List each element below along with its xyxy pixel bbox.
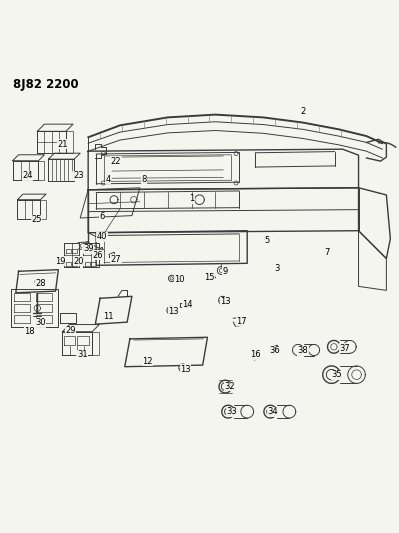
- Text: 15: 15: [204, 273, 215, 282]
- Text: 14: 14: [182, 300, 193, 309]
- Text: 25: 25: [31, 215, 42, 224]
- Text: 37: 37: [339, 343, 350, 352]
- Text: 34: 34: [268, 407, 279, 416]
- Text: 39: 39: [83, 244, 93, 253]
- Text: 38: 38: [298, 346, 308, 356]
- Text: 3: 3: [275, 264, 280, 273]
- Text: 40: 40: [97, 232, 107, 241]
- Text: 35: 35: [331, 370, 342, 379]
- Text: 13: 13: [220, 297, 231, 306]
- Text: 27: 27: [111, 255, 121, 264]
- Text: 4: 4: [105, 174, 111, 183]
- Text: 9: 9: [223, 267, 228, 276]
- Text: 29: 29: [65, 326, 75, 335]
- Text: 17: 17: [236, 317, 247, 326]
- Text: 13: 13: [180, 365, 191, 374]
- Text: 5: 5: [265, 236, 270, 245]
- Text: 8: 8: [141, 174, 146, 183]
- Text: 23: 23: [73, 171, 83, 180]
- Text: 10: 10: [174, 274, 185, 284]
- Text: 6: 6: [99, 212, 105, 221]
- Text: 32: 32: [224, 382, 235, 391]
- Text: 24: 24: [22, 171, 33, 180]
- Text: 7: 7: [324, 248, 330, 257]
- Text: 16: 16: [250, 350, 261, 359]
- Text: 28: 28: [35, 279, 46, 288]
- Text: 21: 21: [57, 140, 67, 149]
- Text: 2: 2: [300, 107, 306, 116]
- Text: 26: 26: [93, 251, 103, 260]
- Text: 22: 22: [111, 157, 121, 166]
- Text: 33: 33: [226, 407, 237, 416]
- Text: 31: 31: [77, 350, 87, 359]
- Text: 12: 12: [142, 357, 153, 366]
- Text: 18: 18: [24, 327, 35, 336]
- Text: 13: 13: [168, 306, 179, 316]
- Text: 11: 11: [103, 312, 113, 321]
- Text: 30: 30: [35, 318, 46, 327]
- Text: 1: 1: [189, 195, 194, 204]
- Text: 8J82 2200: 8J82 2200: [13, 78, 78, 91]
- Text: 36: 36: [270, 346, 280, 356]
- Text: 19: 19: [55, 257, 65, 266]
- Text: 20: 20: [73, 257, 83, 266]
